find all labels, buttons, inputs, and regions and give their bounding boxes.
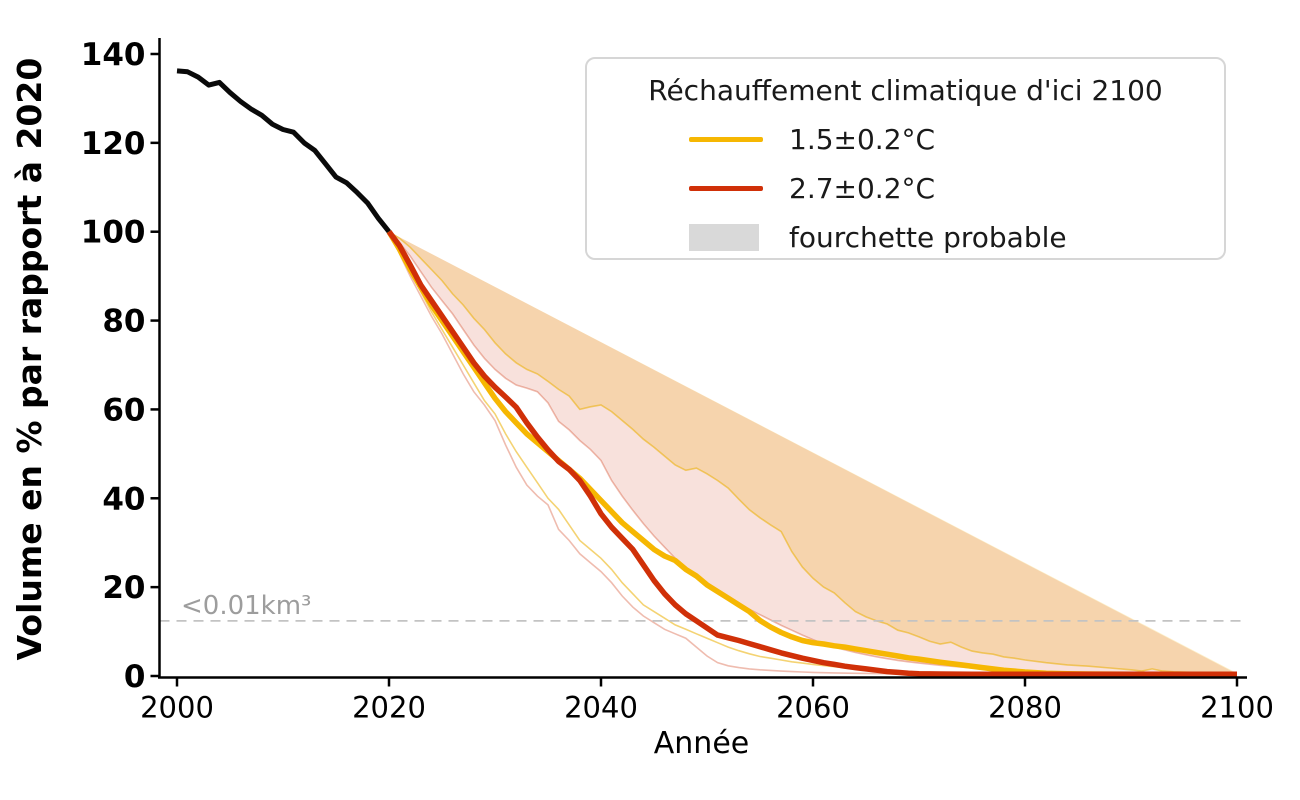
- legend-item-label: 1.5±0.2°C: [789, 123, 936, 156]
- band-2.7±0.2°C: [389, 231, 1237, 674]
- legend-item-2: fourchette probable: [587, 213, 1224, 262]
- y-tick-label: 20: [102, 570, 145, 606]
- line-1.5±0.2°C: [386, 230, 1237, 677]
- legend-box: Réchauffement climatique d'ici 2100 1.5±…: [585, 57, 1226, 260]
- x-tick-label: 2100: [1200, 691, 1274, 725]
- x-tick-label: 2000: [140, 691, 214, 725]
- x-tick-label: 2060: [776, 691, 850, 725]
- x-tick-label: 2040: [564, 691, 638, 725]
- line-2.7±0.2°C: [386, 230, 1237, 677]
- band-upper-edge-1.5±0.2°C: [388, 231, 1238, 674]
- swatch-shape: [689, 186, 763, 191]
- x-tick-label: 2020: [352, 691, 426, 725]
- y-axis-label: Volume en % par rapport à 2020: [10, 57, 49, 661]
- y-tick-label: 120: [81, 126, 146, 162]
- legend-item-label: 2.7±0.2°C: [789, 172, 936, 205]
- legend-line-swatch: [689, 137, 789, 142]
- swatch-shape: [689, 137, 763, 142]
- band-1.5±0.2°C: [389, 231, 1237, 674]
- threshold-annotation: <0.01km³: [181, 591, 312, 621]
- legend-patch-swatch: [689, 224, 789, 251]
- legend-item-1: 2.7±0.2°C: [587, 164, 1224, 213]
- y-tick-label: 80: [102, 304, 145, 340]
- line-historique: [176, 68, 391, 234]
- x-axis-label: Année: [653, 726, 750, 761]
- x-tick-label: 2080: [988, 691, 1062, 725]
- legend-title: Réchauffement climatique d'ici 2100: [648, 74, 1163, 107]
- legend-items: 1.5±0.2°C 2.7±0.2°C fourchette probable: [587, 115, 1224, 262]
- legend-line-swatch: [689, 186, 789, 191]
- y-tick-label: 60: [102, 392, 145, 428]
- y-tick-label: 0: [124, 659, 146, 695]
- y-tick-label: 100: [81, 215, 146, 251]
- band-lower-edge-2.7±0.2°C: [388, 231, 1237, 676]
- legend-item-0: 1.5±0.2°C: [587, 115, 1224, 164]
- y-tick-label: 40: [102, 481, 145, 517]
- swatch-shape: [689, 224, 759, 251]
- legend-item-label: fourchette probable: [789, 221, 1067, 254]
- y-tick-label: 140: [81, 37, 146, 73]
